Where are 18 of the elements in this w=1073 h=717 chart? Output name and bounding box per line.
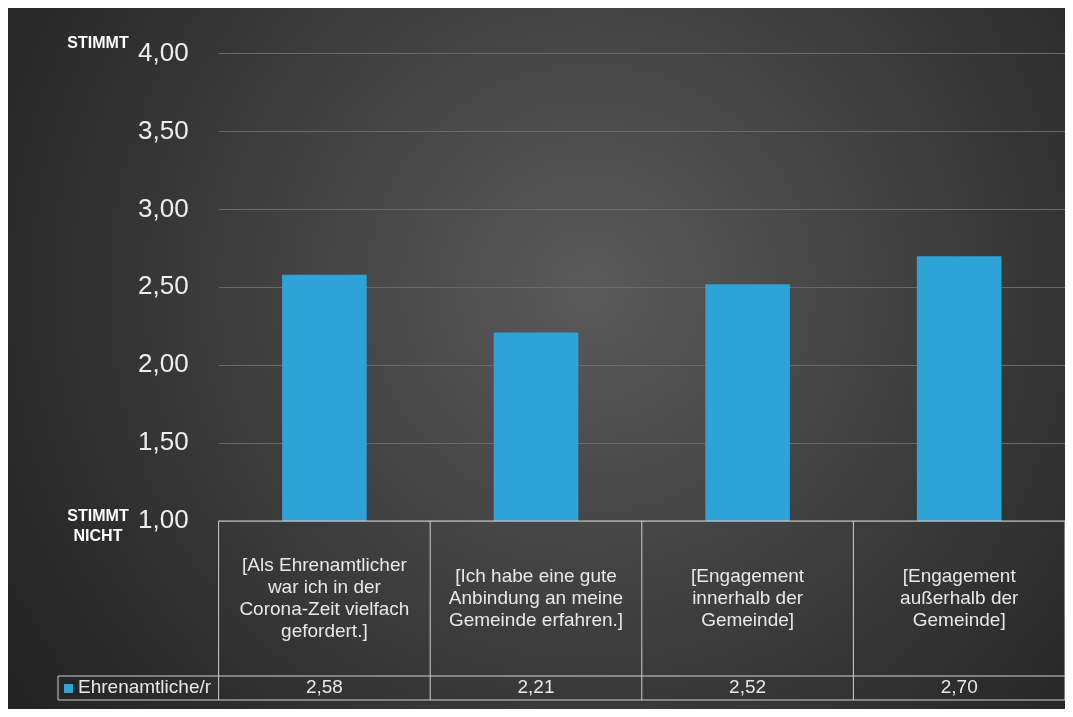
x-tick-label: [Engagement außerhalb der Gemeinde] — [900, 564, 1020, 630]
data-label: 2,70 — [940, 676, 978, 698]
y-tick-label: 3,00 — [137, 192, 189, 223]
data-label: 2,21 — [517, 676, 555, 698]
y-tick-label: 1,50 — [137, 426, 189, 457]
y-tick-label: 4,00 — [137, 36, 189, 67]
y-tick-label: 1,00 — [137, 504, 189, 535]
legend-label: Ehrenamtliche/r — [78, 676, 212, 698]
data-label: 2,52 — [729, 676, 767, 698]
x-tick-label: [Engagement innerhalb der Gemeinde] — [691, 564, 805, 630]
x-tick-label: [Als Ehrenamtlicher war ich in der Corona-Zeit vielfach gefordert.] — [239, 553, 410, 641]
x-tick-label: [Ich habe eine gute Anbindung an meine Gemeinde erfahren.] — [448, 564, 624, 630]
text: STIMMT NICHT — [67, 507, 129, 545]
y-tick-label: 3,50 — [137, 114, 189, 145]
data-label: 2,58 — [305, 676, 343, 698]
y-tick-label: 2,00 — [137, 348, 189, 379]
text: STIMMT — [67, 34, 129, 52]
y-tick-label: 2,50 — [137, 270, 189, 301]
